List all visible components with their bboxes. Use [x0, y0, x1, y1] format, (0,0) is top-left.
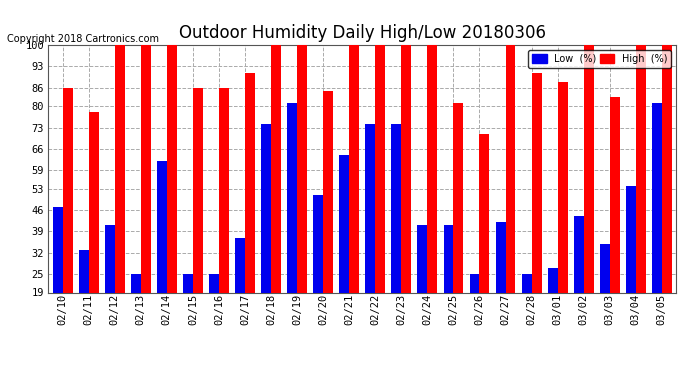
Bar — [375, 45, 385, 351]
Bar — [271, 45, 281, 351]
Bar — [444, 225, 453, 351]
Bar — [366, 124, 375, 351]
Bar — [548, 268, 558, 351]
Bar — [209, 274, 219, 351]
Bar — [417, 225, 427, 351]
Bar — [79, 250, 89, 351]
Bar — [531, 72, 542, 351]
Bar — [157, 161, 167, 351]
Bar — [141, 45, 150, 351]
Bar — [626, 186, 635, 351]
Bar — [105, 225, 115, 351]
Bar — [89, 112, 99, 351]
Bar — [193, 88, 203, 351]
Bar — [349, 45, 359, 351]
Bar — [63, 88, 72, 351]
Text: Copyright 2018 Cartronics.com: Copyright 2018 Cartronics.com — [7, 34, 159, 44]
Bar — [339, 155, 349, 351]
Bar — [480, 134, 489, 351]
Legend: Low  (%), High  (%): Low (%), High (%) — [528, 50, 671, 68]
Bar — [245, 72, 255, 351]
Bar — [506, 45, 515, 351]
Bar — [635, 45, 646, 351]
Bar — [402, 45, 411, 351]
Bar — [115, 45, 125, 351]
Bar — [470, 274, 480, 351]
Bar — [131, 274, 141, 351]
Bar — [297, 45, 307, 351]
Bar — [52, 207, 63, 351]
Bar — [522, 274, 531, 351]
Bar — [287, 103, 297, 351]
Bar — [183, 274, 193, 351]
Bar — [235, 237, 245, 351]
Bar — [610, 97, 620, 351]
Bar — [662, 45, 672, 351]
Bar — [574, 216, 584, 351]
Bar — [219, 88, 229, 351]
Bar — [558, 82, 568, 351]
Bar — [495, 222, 506, 351]
Bar — [427, 45, 437, 351]
Bar — [167, 45, 177, 351]
Bar — [453, 103, 464, 351]
Title: Outdoor Humidity Daily High/Low 20180306: Outdoor Humidity Daily High/Low 20180306 — [179, 24, 546, 42]
Bar — [391, 124, 402, 351]
Bar — [600, 244, 610, 351]
Bar — [652, 103, 662, 351]
Bar — [584, 45, 593, 351]
Bar — [323, 91, 333, 351]
Bar — [313, 195, 323, 351]
Bar — [261, 124, 271, 351]
